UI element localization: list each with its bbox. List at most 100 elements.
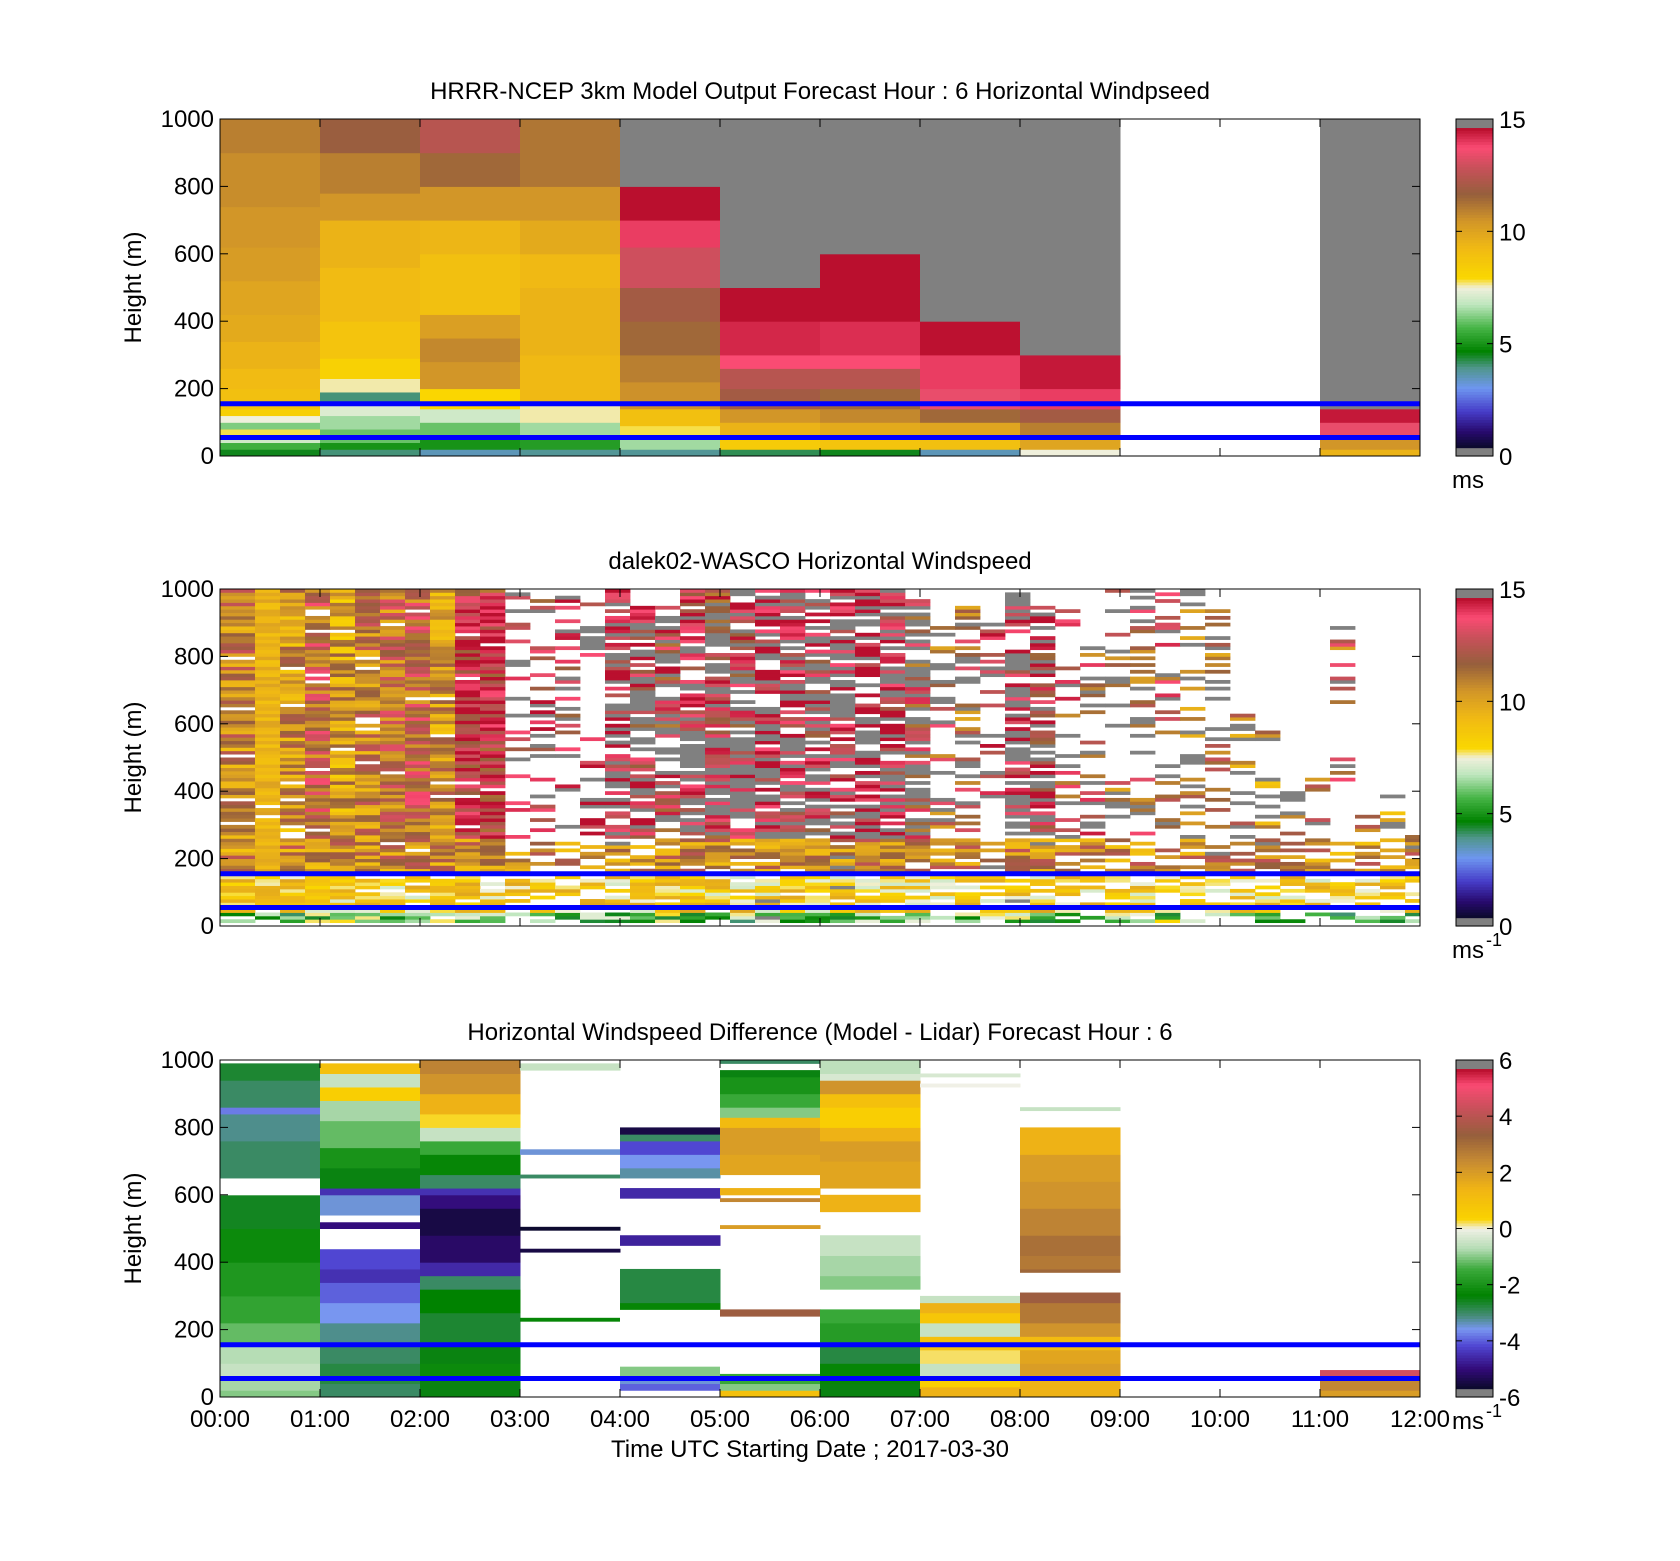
heatmap-cell: [330, 605, 356, 610]
heatmap-cell: [630, 727, 656, 731]
heatmap-cell: [1080, 693, 1106, 698]
colorbar-swatch: [1456, 130, 1493, 134]
heatmap-cell: [405, 770, 431, 775]
heatmap-cell: [380, 855, 406, 859]
heatmap-cell: [1020, 1268, 1121, 1273]
heatmap-cell: [280, 784, 306, 789]
heatmap-cell: [455, 770, 481, 775]
heatmap-cell: [455, 653, 481, 657]
heatmap-cell: [1130, 676, 1156, 681]
heatmap-cell: [1030, 673, 1056, 678]
heatmap-cell: [620, 1134, 721, 1142]
colorbar-swatch: [1456, 1248, 1493, 1252]
heatmap-cell: [305, 885, 331, 890]
heatmap-cell: [780, 821, 806, 826]
heatmap-cell: [430, 909, 456, 913]
heatmap-cell: [980, 915, 1006, 920]
heatmap-cell: [405, 754, 431, 758]
heatmap-cell: [405, 727, 431, 731]
heatmap-cell: [255, 821, 281, 826]
heatmap-cell: [355, 919, 381, 924]
heatmap-cell: [220, 757, 256, 762]
heatmap-cell: [1205, 663, 1231, 667]
heatmap-cell: [730, 629, 756, 634]
heatmap-cell: [605, 770, 631, 775]
heatmap-cell: [905, 632, 931, 637]
heatmap-cell: [1005, 615, 1031, 620]
heatmap-cell: [380, 679, 406, 684]
heatmap-cell: [755, 902, 781, 907]
heatmap-cell: [1230, 892, 1256, 897]
heatmap-cell: [430, 824, 456, 829]
heatmap-cell: [730, 757, 756, 762]
heatmap-cell: [1005, 599, 1031, 603]
heatmap-cell: [880, 733, 906, 738]
heatmap-cell: [655, 818, 681, 822]
heatmap-cell: [430, 750, 456, 755]
heatmap-cell: [780, 919, 806, 924]
heatmap-cell: [755, 848, 781, 853]
heatmap-cell: [1020, 1302, 1121, 1324]
heatmap-cell: [380, 659, 406, 664]
heatmap-cell: [220, 649, 256, 654]
heatmap-cell: [630, 710, 656, 715]
heatmap-cell: [220, 808, 256, 812]
heatmap-cell: [780, 703, 806, 708]
heatmap-cell: [655, 730, 681, 735]
heatmap-cell: [830, 679, 856, 684]
heatmap-cell: [305, 770, 331, 775]
colorbar-swatch: [1456, 709, 1493, 714]
heatmap-cell: [280, 733, 306, 738]
heatmap-cell: [220, 841, 256, 846]
heatmap-cell: [620, 1302, 721, 1310]
colorbar-swatch: [1456, 211, 1493, 216]
heatmap-cell: [620, 1188, 721, 1199]
heatmap-cell: [355, 770, 381, 775]
heatmap-cell: [255, 875, 281, 880]
heatmap-cell: [455, 747, 481, 752]
heatmap-cell: [330, 683, 356, 688]
heatmap-cell: [905, 895, 931, 900]
heatmap-cell: [780, 895, 806, 900]
heatmap-cell: [1155, 781, 1181, 785]
heatmap-cell: [830, 821, 856, 826]
heatmap-cell: [480, 811, 506, 816]
heatmap-cell: [720, 408, 821, 423]
heatmap-cell: [820, 1255, 921, 1277]
heatmap-cell: [630, 878, 656, 883]
colorbar-swatch: [1456, 1332, 1493, 1336]
heatmap-cell: [680, 831, 706, 836]
heatmap-cell: [405, 720, 431, 725]
heatmap-cell: [920, 1302, 1021, 1314]
heatmap-cell: [280, 642, 306, 647]
heatmap-cell: [255, 659, 281, 664]
heatmap-cell: [1030, 865, 1056, 870]
heatmap-cell: [755, 767, 781, 772]
heatmap-cell: [280, 727, 306, 731]
heatmap-cell: [255, 851, 281, 856]
heatmap-cell: [430, 693, 456, 698]
heatmap-cell: [330, 642, 356, 647]
heatmap-cell: [830, 858, 856, 863]
heatmap-cell: [280, 750, 306, 755]
heatmap-cell: [355, 710, 381, 715]
heatmap-cell: [855, 784, 881, 789]
heatmap-cell: [1330, 858, 1356, 863]
heatmap-cell: [220, 760, 256, 765]
heatmap-cell: [480, 592, 506, 597]
heatmap-cell: [1055, 851, 1081, 856]
heatmap-cell: [255, 902, 281, 907]
heatmap-cell: [930, 663, 956, 667]
heatmap-cell: [1305, 848, 1331, 853]
heatmap-cell: [1355, 845, 1381, 849]
heatmap-cell: [480, 615, 506, 620]
colorbar-swatch: [1456, 897, 1493, 902]
heatmap-cell: [830, 717, 856, 721]
colorbar-swatch: [1456, 1104, 1493, 1109]
heatmap-cell: [330, 808, 356, 812]
heatmap-cell: [505, 858, 531, 863]
heatmap-cell: [980, 669, 1006, 674]
heatmap-cell: [680, 801, 706, 806]
heatmap-cell: [955, 659, 981, 664]
heatmap-cell: [830, 895, 856, 900]
